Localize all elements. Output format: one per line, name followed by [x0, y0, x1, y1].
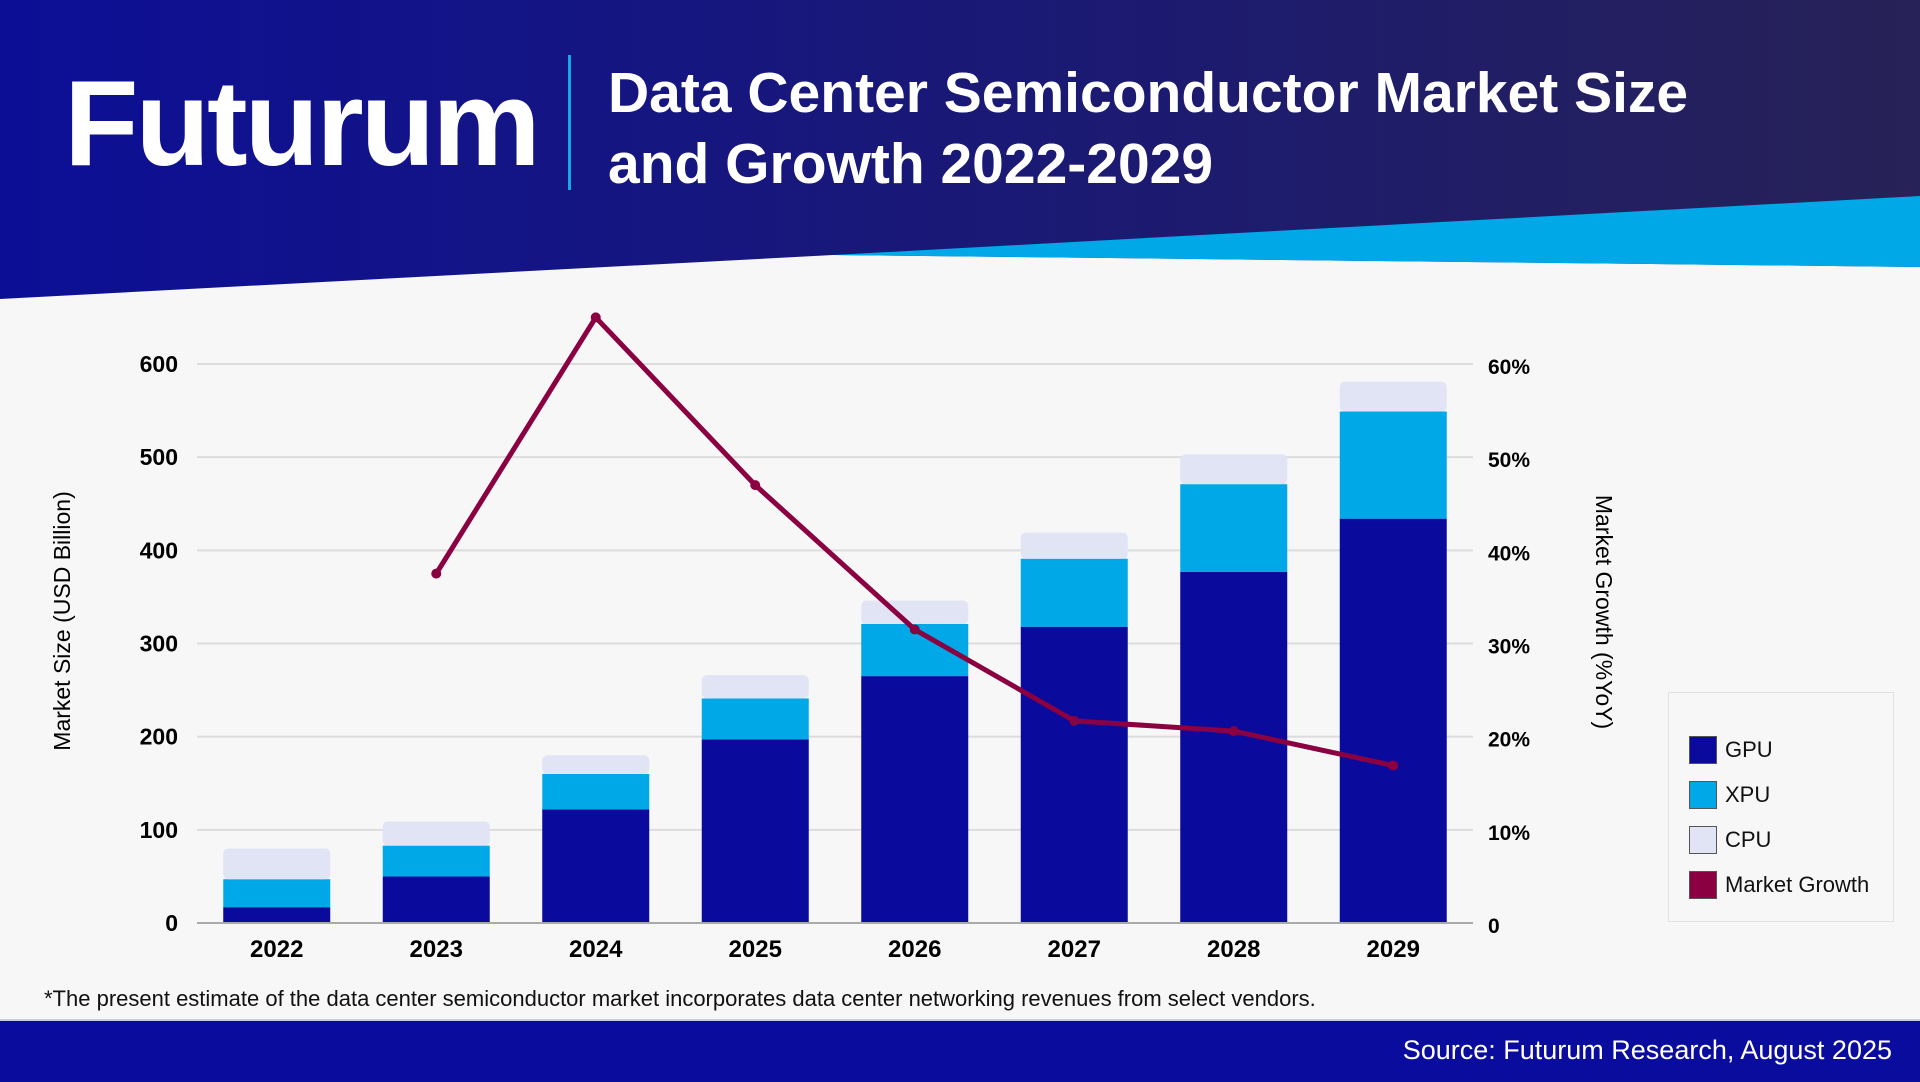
bar-gpu: [1339, 518, 1447, 923]
y-axis-title: Market Size (USD Billion): [49, 491, 75, 750]
bar-cpu: [223, 848, 331, 880]
x-tick-label: 2024: [569, 936, 623, 963]
y-tick-label: 500: [140, 444, 178, 470]
chart-legend: GPU XPU CPU Market Growth: [1668, 692, 1894, 922]
legend-label: XPU: [1725, 781, 1771, 807]
title-line-1: Data Center Semiconductor Market Size: [608, 61, 1689, 125]
y-right-tick-label: 60%: [1488, 356, 1530, 379]
legend-swatch-market-growth: [1689, 870, 1717, 899]
legend-item-xpu: XPU: [1669, 772, 1893, 817]
y-right-tick-label: 50%: [1488, 449, 1530, 472]
bar-xpu: [1339, 411, 1447, 519]
market-growth-point: [1228, 726, 1239, 737]
y-right-tick-label: 0: [1488, 915, 1500, 938]
futurum-logo: Futurum: [64, 55, 541, 191]
market-growth-point: [590, 312, 601, 323]
source-text: Source: Futurum Research, August 2025: [1402, 1035, 1892, 1065]
legend-label: CPU: [1725, 826, 1772, 852]
header-divider: [568, 55, 571, 190]
legend-swatch-cpu: [1689, 825, 1717, 854]
bar-gpu: [701, 739, 809, 923]
y-tick-label: 300: [140, 631, 178, 657]
bar-cpu: [861, 600, 969, 624]
x-tick-label: 2027: [1048, 936, 1101, 963]
header-accent-wedge: [833, 196, 1920, 267]
legend-swatch-gpu: [1689, 735, 1717, 764]
bar-xpu: [1180, 484, 1288, 572]
bar-gpu: [542, 809, 650, 923]
x-tick-label: 2026: [888, 936, 941, 963]
y-right-tick-label: 40%: [1488, 542, 1530, 565]
y-tick-label: 400: [140, 537, 178, 563]
bar-cpu: [542, 755, 650, 774]
y-right-axis-title: Market Growth (%YoY): [1591, 495, 1617, 729]
bar-cpu: [1180, 454, 1288, 485]
title-line-2: and Growth 2022-2029: [608, 132, 1214, 196]
market-growth-point: [750, 480, 761, 491]
footer-bar: Source: Futurum Research, August 2025: [0, 1019, 1920, 1082]
y-right-tick-label: 30%: [1488, 636, 1530, 659]
bar-xpu: [382, 845, 490, 877]
bar-xpu: [223, 879, 331, 908]
x-tick-label: 2029: [1367, 936, 1420, 963]
bar-cpu: [1339, 381, 1447, 412]
bar-cpu: [382, 821, 490, 846]
bar-gpu: [861, 676, 969, 923]
y-right-tick-label: 10%: [1488, 822, 1530, 845]
page-title: Data Center Semiconductor Market Size an…: [608, 58, 1688, 200]
market-growth-point: [1388, 760, 1399, 771]
footnote: *The present estimate of the data center…: [44, 986, 1316, 1011]
y-tick-label: 200: [140, 724, 178, 750]
legend-label: Market Growth: [1725, 871, 1870, 897]
legend-item-gpu: GPU: [1669, 727, 1893, 772]
legend-swatch-xpu: [1689, 780, 1717, 809]
bar-gpu: [223, 907, 331, 923]
legend-label: GPU: [1725, 736, 1773, 762]
bar-xpu: [542, 773, 650, 810]
bar-gpu: [382, 876, 490, 923]
y-tick-label: 0: [165, 910, 178, 936]
market-growth-point: [909, 624, 920, 635]
y-right-tick-label: 20%: [1488, 729, 1530, 752]
x-tick-label: 2023: [410, 936, 463, 963]
y-tick-label: 600: [140, 351, 178, 377]
bar-xpu: [1020, 558, 1128, 627]
x-tick-label: 2022: [250, 936, 303, 963]
market-growth-point: [431, 568, 442, 579]
y-tick-label: 100: [140, 817, 178, 843]
x-tick-label: 2025: [729, 936, 782, 963]
x-tick-label: 2028: [1207, 936, 1260, 963]
legend-item-market-growth: Market Growth: [1669, 862, 1893, 907]
bar-cpu: [1020, 532, 1128, 559]
bar-xpu: [701, 698, 809, 740]
bar-cpu: [701, 675, 809, 699]
legend-item-cpu: CPU: [1669, 817, 1893, 862]
bar-gpu: [1180, 571, 1288, 923]
market-growth-point: [1069, 715, 1080, 726]
bar-gpu: [1020, 626, 1128, 923]
